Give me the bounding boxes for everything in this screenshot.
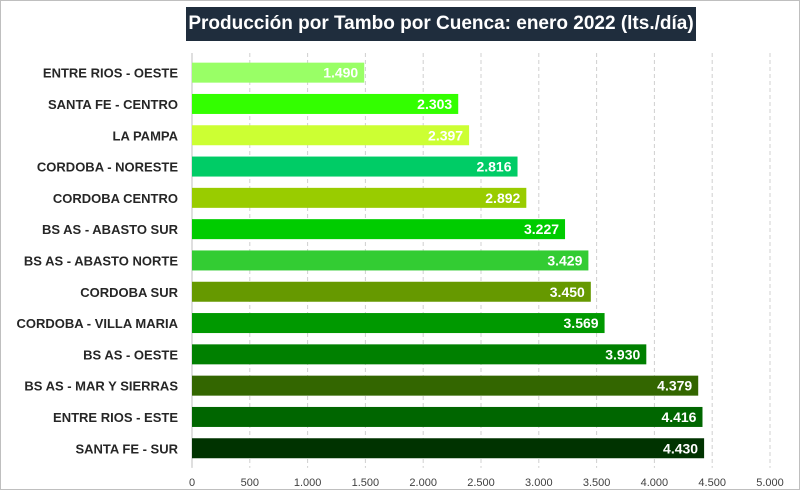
bar: [192, 62, 365, 83]
category-label: ENTRE RIOS - OESTE: [43, 66, 178, 81]
bar: [192, 438, 705, 459]
bar: [192, 156, 518, 177]
data-label: 2.816: [476, 159, 511, 175]
bar: [192, 281, 591, 302]
x-tick-label: 1.500: [352, 477, 380, 489]
x-tick-label: 3.500: [583, 477, 611, 489]
category-label: BS AS - OESTE: [83, 347, 178, 362]
category-label: SANTA FE - CENTRO: [48, 97, 178, 112]
data-label: 3.450: [550, 284, 585, 300]
x-tick-label: 500: [241, 477, 259, 489]
bar: [192, 219, 566, 240]
data-label: 4.416: [661, 409, 696, 425]
bar: [192, 344, 647, 365]
chart-title: Producción por Tambo por Cuenca: enero 2…: [186, 7, 696, 41]
data-label: 3.569: [564, 315, 599, 331]
bar: [192, 250, 589, 271]
x-tick-label: 0: [189, 477, 195, 489]
category-label: SANTA FE - SUR: [75, 441, 178, 456]
category-label: BS AS - ABASTO NORTE: [24, 253, 178, 268]
bar: [192, 375, 699, 396]
data-label: 2.303: [417, 96, 452, 112]
data-label: 3.429: [547, 252, 582, 268]
data-label: 1.490: [323, 65, 358, 81]
x-tick-label: 4.500: [698, 477, 726, 489]
data-label: 3.227: [524, 221, 559, 237]
x-tick-label: 3.000: [525, 477, 553, 489]
category-label: BS AS - MAR Y SIERRAS: [24, 379, 178, 394]
data-label: 4.379: [657, 378, 692, 394]
data-label: 4.430: [663, 440, 698, 456]
x-tick-label: 2.500: [467, 477, 495, 489]
data-label: 3.930: [605, 346, 640, 362]
category-label: CORDOBA - VILLA MARIA: [16, 316, 178, 331]
bar: [192, 125, 470, 146]
x-tick-label: 5.000: [756, 477, 784, 489]
category-label: CORDOBA - NORESTE: [37, 160, 178, 175]
category-label: CORDOBA SUR: [80, 285, 178, 300]
category-label: ENTRE RIOS - ESTE: [53, 410, 178, 425]
data-label: 2.397: [428, 127, 463, 143]
bar: [192, 406, 703, 427]
category-label: CORDOBA CENTRO: [53, 191, 178, 206]
category-label: BS AS - ABASTO SUR: [42, 222, 179, 237]
data-label: 2.892: [485, 190, 520, 206]
category-label: LA PAMPA: [113, 128, 179, 143]
bar: [192, 93, 459, 114]
x-tick-label: 2.000: [409, 477, 437, 489]
x-tick-label: 4.000: [641, 477, 669, 489]
bar: [192, 187, 527, 208]
bar: [192, 313, 605, 334]
x-tick-label: 1.000: [294, 477, 322, 489]
